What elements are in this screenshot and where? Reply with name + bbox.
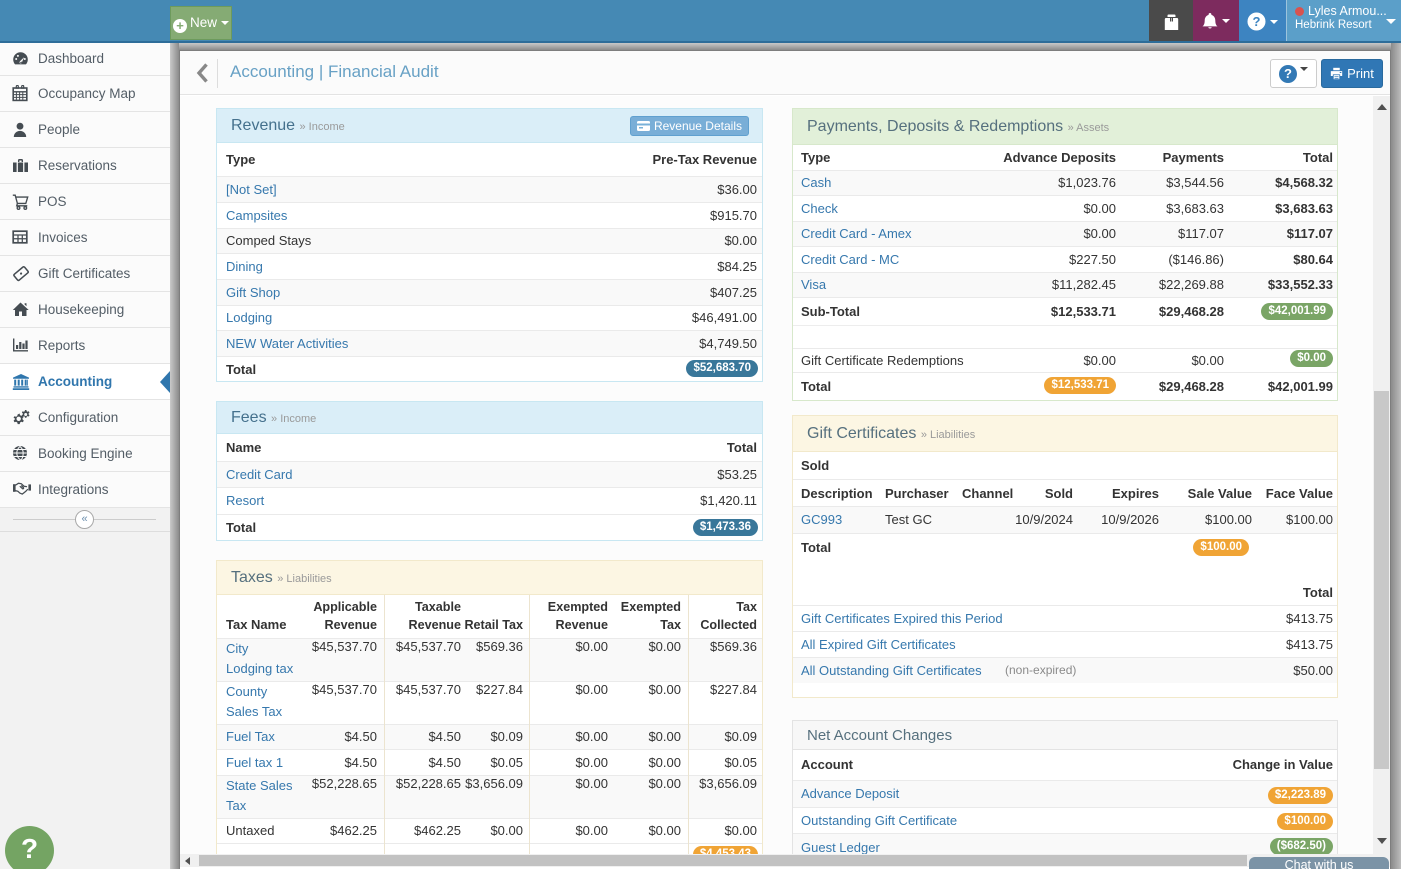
svg-text:?: ? <box>1253 14 1261 29</box>
